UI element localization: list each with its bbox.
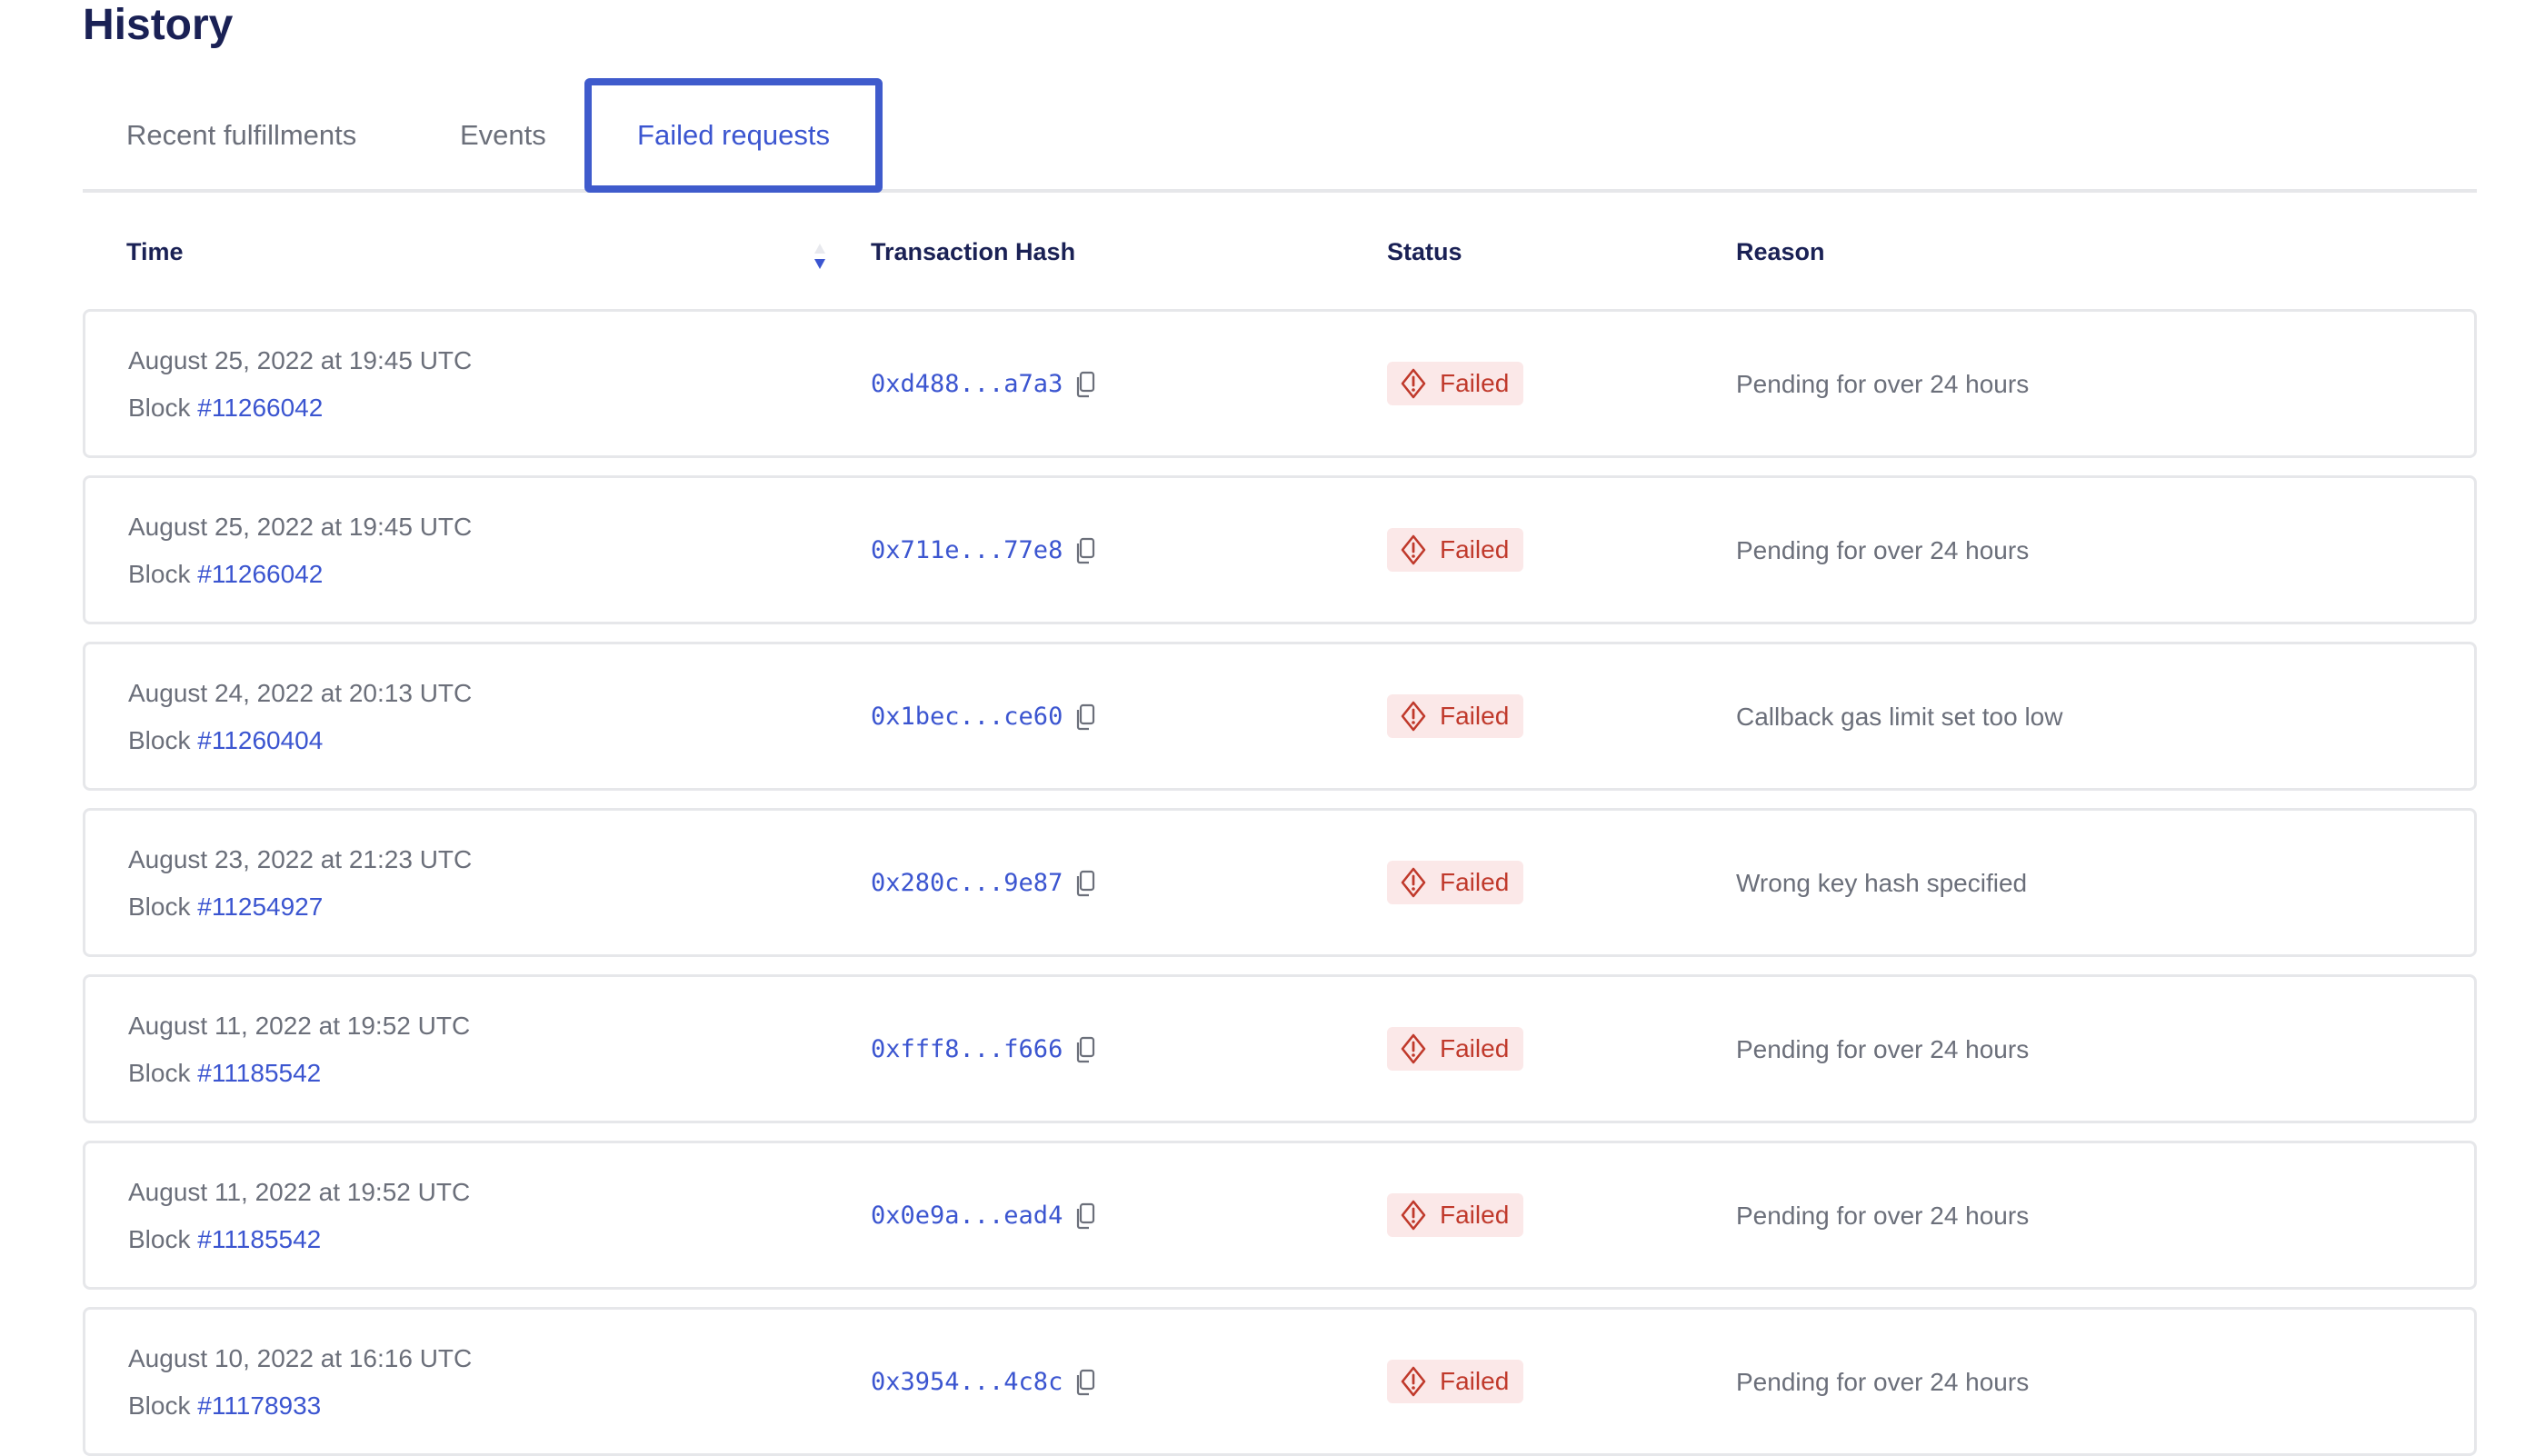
page-title: History [83,1,234,49]
block-link[interactable]: #11260404 [197,726,324,754]
block-link[interactable]: #11185542 [197,1225,322,1253]
block-label: Block [128,1225,191,1253]
row-reason: Pending for over 24 hours [1736,1202,2030,1230]
row-block: Block #11260404 [128,726,323,755]
row-block: Block #11254927 [128,893,323,922]
warning-diamond-icon [1401,1200,1426,1231]
row-reason: Wrong key hash specified [1736,869,2028,897]
status-text: Failed [1440,369,1510,397]
status-text: Failed [1440,1201,1510,1229]
block-label: Block [128,726,191,754]
transaction-hash: 0x3954...4c8c [871,1368,1095,1396]
table-row: August 23, 2022 at 21:23 UTC Block #1125… [83,808,2477,957]
row-reason: Callback gas limit set too low [1736,703,2063,731]
block-label: Block [128,893,191,921]
sort-arrow-icon[interactable] [812,242,828,273]
column-header-time[interactable]: Time [126,238,184,265]
row-time: August 24, 2022 at 20:13 UTC [128,679,473,707]
copy-icon[interactable] [1075,870,1095,897]
table-row: August 25, 2022 at 19:45 UTC Block #1126… [83,475,2477,624]
block-label: Block [128,394,191,422]
block-link[interactable]: #11266042 [197,394,324,422]
column-header-transaction-hash: Transaction Hash [871,238,1076,265]
transaction-hash: 0x0e9a...ead4 [871,1202,1095,1230]
status-badge: Failed [1387,694,1524,738]
row-reason: Pending for over 24 hours [1736,1368,2030,1396]
column-header-status: Status [1387,238,1462,265]
row-time: August 23, 2022 at 21:23 UTC [128,845,473,873]
status-text: Failed [1440,1367,1510,1395]
block-link[interactable]: #11178933 [197,1391,322,1420]
row-time: August 10, 2022 at 16:16 UTC [128,1344,473,1372]
row-block: Block #11185542 [128,1059,321,1088]
warning-diamond-icon [1401,534,1426,565]
table-row: August 25, 2022 at 19:45 UTC Block #1126… [83,309,2477,458]
row-time: August 11, 2022 at 19:52 UTC [128,1178,471,1206]
row-block: Block #11185542 [128,1225,321,1254]
warning-diamond-icon [1401,368,1426,399]
status-text: Failed [1440,702,1510,730]
transaction-hash: 0xd488...a7a3 [871,370,1095,398]
row-time: August 25, 2022 at 19:45 UTC [128,346,473,374]
transaction-hash: 0xfff8...f666 [871,1035,1095,1063]
transaction-hash-link[interactable]: 0x3954...4c8c [871,1368,1063,1396]
tab-failed-requests[interactable]: Failed requests [584,78,883,193]
row-reason: Pending for over 24 hours [1736,536,2030,564]
transaction-hash-link[interactable]: 0xfff8...f666 [871,1035,1063,1063]
row-time: August 25, 2022 at 19:45 UTC [128,513,473,541]
row-reason: Pending for over 24 hours [1736,370,2030,398]
table-row: August 11, 2022 at 19:52 UTC Block #1118… [83,1141,2477,1290]
transaction-hash: 0x711e...77e8 [871,536,1095,564]
block-label: Block [128,1391,191,1420]
transaction-hash-link[interactable]: 0x280c...9e87 [871,869,1063,897]
transaction-hash-link[interactable]: 0x0e9a...ead4 [871,1202,1063,1230]
status-badge: Failed [1387,528,1524,572]
tab-events[interactable]: Events [460,119,546,151]
warning-diamond-icon [1401,1033,1426,1064]
status-text: Failed [1440,1034,1510,1062]
block-link[interactable]: #11266042 [197,560,324,588]
transaction-hash-link[interactable]: 0xd488...a7a3 [871,370,1063,398]
status-badge: Failed [1387,1027,1524,1071]
status-badge: Failed [1387,1360,1524,1403]
table-row: August 10, 2022 at 16:16 UTC Block #1117… [83,1307,2477,1456]
transaction-hash-link[interactable]: 0x711e...77e8 [871,536,1063,564]
warning-diamond-icon [1401,1366,1426,1397]
status-badge: Failed [1387,1193,1524,1237]
row-reason: Pending for over 24 hours [1736,1035,2030,1063]
transaction-hash-link[interactable]: 0x1bec...ce60 [871,703,1063,731]
copy-icon[interactable] [1075,703,1095,731]
row-block: Block #11266042 [128,394,323,423]
row-time: August 11, 2022 at 19:52 UTC [128,1012,471,1040]
status-badge: Failed [1387,861,1524,904]
copy-icon[interactable] [1075,537,1095,564]
transaction-hash: 0x280c...9e87 [871,869,1095,897]
tab-recent-fulfillments[interactable]: Recent fulfillments [126,119,357,151]
transaction-hash: 0x1bec...ce60 [871,703,1095,731]
warning-diamond-icon [1401,701,1426,732]
copy-icon[interactable] [1075,1036,1095,1063]
row-block: Block #11266042 [128,560,323,589]
block-link[interactable]: #11254927 [197,893,324,921]
warning-diamond-icon [1401,867,1426,898]
status-text: Failed [1440,535,1510,563]
block-label: Block [128,1059,191,1087]
row-block: Block #11178933 [128,1391,321,1421]
status-badge: Failed [1387,362,1524,405]
block-label: Block [128,560,191,588]
table-row: August 24, 2022 at 20:13 UTC Block #1126… [83,642,2477,791]
block-link[interactable]: #11185542 [197,1059,322,1087]
copy-icon[interactable] [1075,371,1095,398]
tab-bar: Recent fulfillments Events Failed reques… [83,78,2477,193]
copy-icon[interactable] [1075,1369,1095,1396]
status-text: Failed [1440,868,1510,896]
column-header-reason: Reason [1736,238,1825,265]
table-row: August 11, 2022 at 19:52 UTC Block #1118… [83,974,2477,1123]
copy-icon[interactable] [1075,1202,1095,1230]
